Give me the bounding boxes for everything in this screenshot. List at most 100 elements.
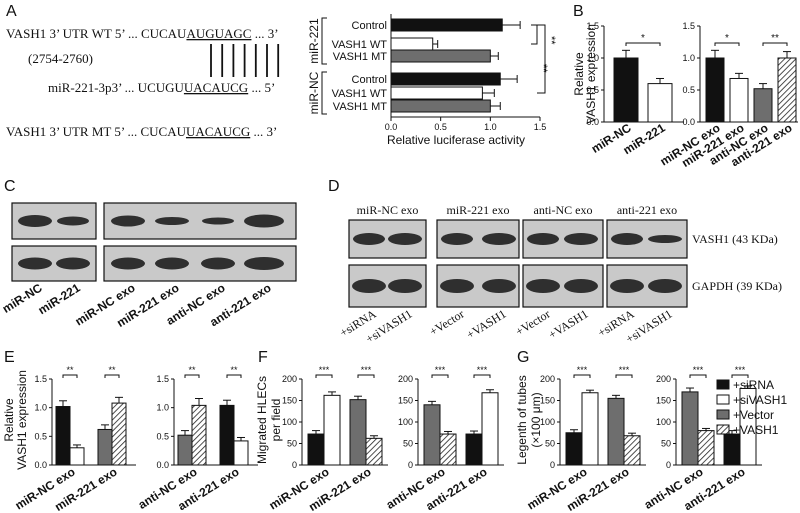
y-tick-label: 0.0 [34, 460, 47, 470]
bar [647, 83, 673, 123]
y-tick-label: 50 [661, 439, 671, 449]
y-tick-label: 0.0 [586, 117, 599, 127]
bar [465, 433, 483, 466]
y-tick-label: 0.0 [682, 117, 695, 127]
panel-label-g: G [517, 349, 529, 366]
sig-marker: ** [108, 365, 116, 375]
sig-marker: *** [619, 365, 630, 375]
sig-bracket [537, 24, 546, 94]
blot-band [527, 233, 559, 245]
mt-sequence: VASH1 3’ UTR MT 5’ ... CUCAUUACAUCG ... … [6, 124, 277, 139]
x-axis-label: Relative luciferase activity [387, 133, 525, 147]
sig-bracket [357, 374, 375, 378]
lane-label: +VASH1 [464, 307, 509, 342]
sig-marker: *** [735, 365, 746, 375]
bar [390, 49, 491, 63]
y-tick-label: 0.5 [586, 85, 599, 95]
y-tick-label: 0.5 [682, 85, 695, 95]
y-tick-label: 1.0 [586, 53, 599, 63]
sig-bracket [315, 374, 333, 378]
y-tick-label: 150 [540, 396, 555, 406]
sig-marker: *** [693, 365, 704, 375]
y-tick-label: 0.5 [34, 431, 47, 441]
sig-marker: ** [771, 33, 779, 44]
band-label-gapdh: GAPDH (39 KDa) [692, 279, 782, 293]
legend-label: +siVASH1 [733, 393, 787, 407]
y-tick-label: 100 [282, 417, 297, 427]
group-label: anti-NC exo [534, 203, 593, 217]
lane-label: +Vector [427, 307, 467, 339]
sig-bracket [573, 374, 591, 378]
group-label: miR-NC [307, 71, 321, 114]
bar [697, 430, 715, 466]
y-tick-label: 0 [292, 460, 297, 470]
wt-label: VASH1 3’ UTR WT 5’ ... CUCAU [6, 26, 187, 41]
category-label: VASH1 WT [332, 88, 388, 100]
lane-label: miR-221 [36, 280, 83, 317]
legend-swatch [716, 379, 730, 390]
sig-bracket [625, 42, 661, 46]
x-tick-label: 0.5 [434, 122, 447, 132]
legend-swatch [716, 409, 730, 420]
sig-bracket [615, 374, 633, 378]
y-tick-label: 100 [656, 417, 671, 427]
y-tick-label: 1.5 [156, 374, 169, 384]
legend-g: +siRNA+siVASH1+Vector+VASH1 [716, 378, 787, 437]
bar [777, 57, 797, 123]
group-bracket [321, 71, 327, 115]
blot-band [57, 216, 89, 226]
sig-marker: ** [230, 365, 238, 375]
y-tick-label: 50 [403, 439, 413, 449]
band-label-vash1: VASH1 (43 KDa) [692, 232, 778, 246]
blot-band [18, 257, 52, 270]
bar [729, 77, 749, 123]
sig-marker: ** [537, 64, 549, 73]
y-tick-label: 50 [287, 439, 297, 449]
group-label: anti-221 exo [617, 203, 677, 217]
mir-mid: 3’ ... UCUGU [112, 80, 185, 95]
blot-band [202, 217, 234, 225]
legend-swatch [716, 394, 730, 405]
sig-marker: ** [66, 365, 74, 375]
y-axis-label-1: Relative [2, 398, 16, 442]
blot-band [611, 233, 643, 245]
y-tick-label: 0 [666, 460, 671, 470]
blot-band [352, 279, 386, 293]
sig-bracket [689, 374, 707, 378]
y-tick-label: 1.5 [586, 21, 599, 31]
bar [191, 404, 207, 466]
lane-label: +Vector [513, 307, 553, 339]
bar [219, 404, 235, 466]
blot-band [526, 279, 560, 293]
y-tick-label: 200 [540, 374, 555, 384]
sig-bracket [184, 374, 200, 378]
mir-label: miR-221-3p [48, 80, 112, 95]
bar [723, 433, 741, 466]
blot-band [564, 279, 598, 293]
y-axis-label-1: Relative [572, 52, 586, 96]
legend-label: +VASH1 [733, 423, 779, 437]
bar [565, 432, 583, 466]
sig-marker: *** [477, 365, 488, 375]
bar [681, 391, 699, 466]
bar [439, 433, 457, 466]
sig-marker: * [641, 33, 645, 44]
bar [390, 37, 434, 51]
bar [390, 72, 501, 86]
y-tick-label: 150 [398, 396, 413, 406]
sig-bracket [714, 42, 740, 46]
y-tick-label: 100 [398, 417, 413, 427]
panel-label-f: F [258, 349, 268, 366]
sig-marker: * [725, 33, 729, 44]
base-pair-lines [210, 44, 280, 77]
blot-band [155, 217, 189, 225]
blot-band [648, 235, 682, 243]
category-label: VASH1 MT [333, 51, 387, 63]
chart-e-expression: 0.00.51.01.5**miR-NC exo**miR-221 exo 0.0… [2, 365, 258, 513]
group-bracket [321, 17, 327, 65]
wt-end: ... 3’ [251, 26, 278, 41]
sig-marker: *** [577, 365, 588, 375]
